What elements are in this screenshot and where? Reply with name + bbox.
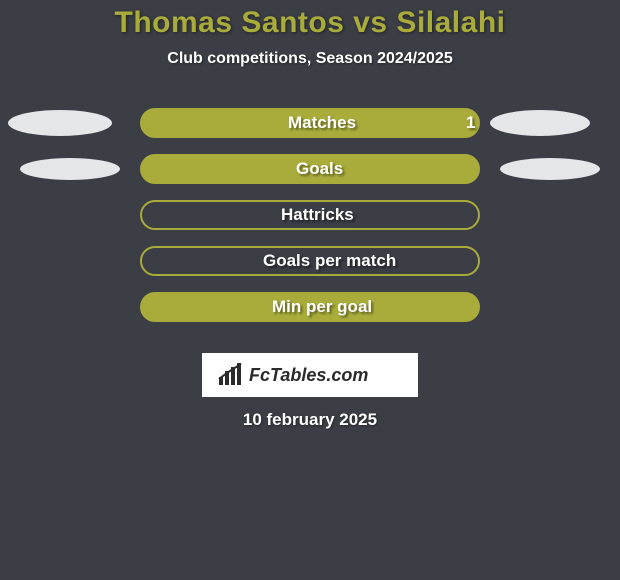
stat-bar: Goals per match [140,246,480,276]
stat-row-matches: Matches 1 [0,108,620,154]
stat-bar: Matches 1 [140,108,480,138]
player-right-marker [490,110,590,136]
fctables-logo-icon: FcTables.com [215,361,405,389]
snapshot-date: 10 february 2025 [0,410,620,430]
stat-row-goals: Goals [0,154,620,200]
stat-rows: Matches 1 Goals Hattricks Goals per match Min… [0,108,620,338]
comparison-subtitle: Club competitions, Season 2024/2025 [0,50,620,68]
player-right-marker [500,158,600,180]
stat-bar: Goals [140,154,480,184]
stat-label: Hattricks [281,205,354,225]
stat-row-goals_per_match: Goals per match [0,246,620,292]
stat-label: Goals [296,159,343,179]
player-left-marker [20,158,120,180]
stat-value-right: 1 [466,113,475,133]
player-left-marker [8,110,112,136]
stat-row-min_per_goal: Min per goal [0,292,620,338]
badge-text: FcTables.com [249,365,368,385]
comparison-title: Thomas Santos vs Silalahi [0,0,620,40]
stat-label: Goals per match [263,251,396,271]
stat-label: Min per goal [272,297,372,317]
stat-bar: Hattricks [140,200,480,230]
stat-label: Matches [288,113,356,133]
stat-row-hattricks: Hattricks [0,200,620,246]
fctables-badge: FcTables.com [202,353,418,397]
stat-bar: Min per goal [140,292,480,322]
